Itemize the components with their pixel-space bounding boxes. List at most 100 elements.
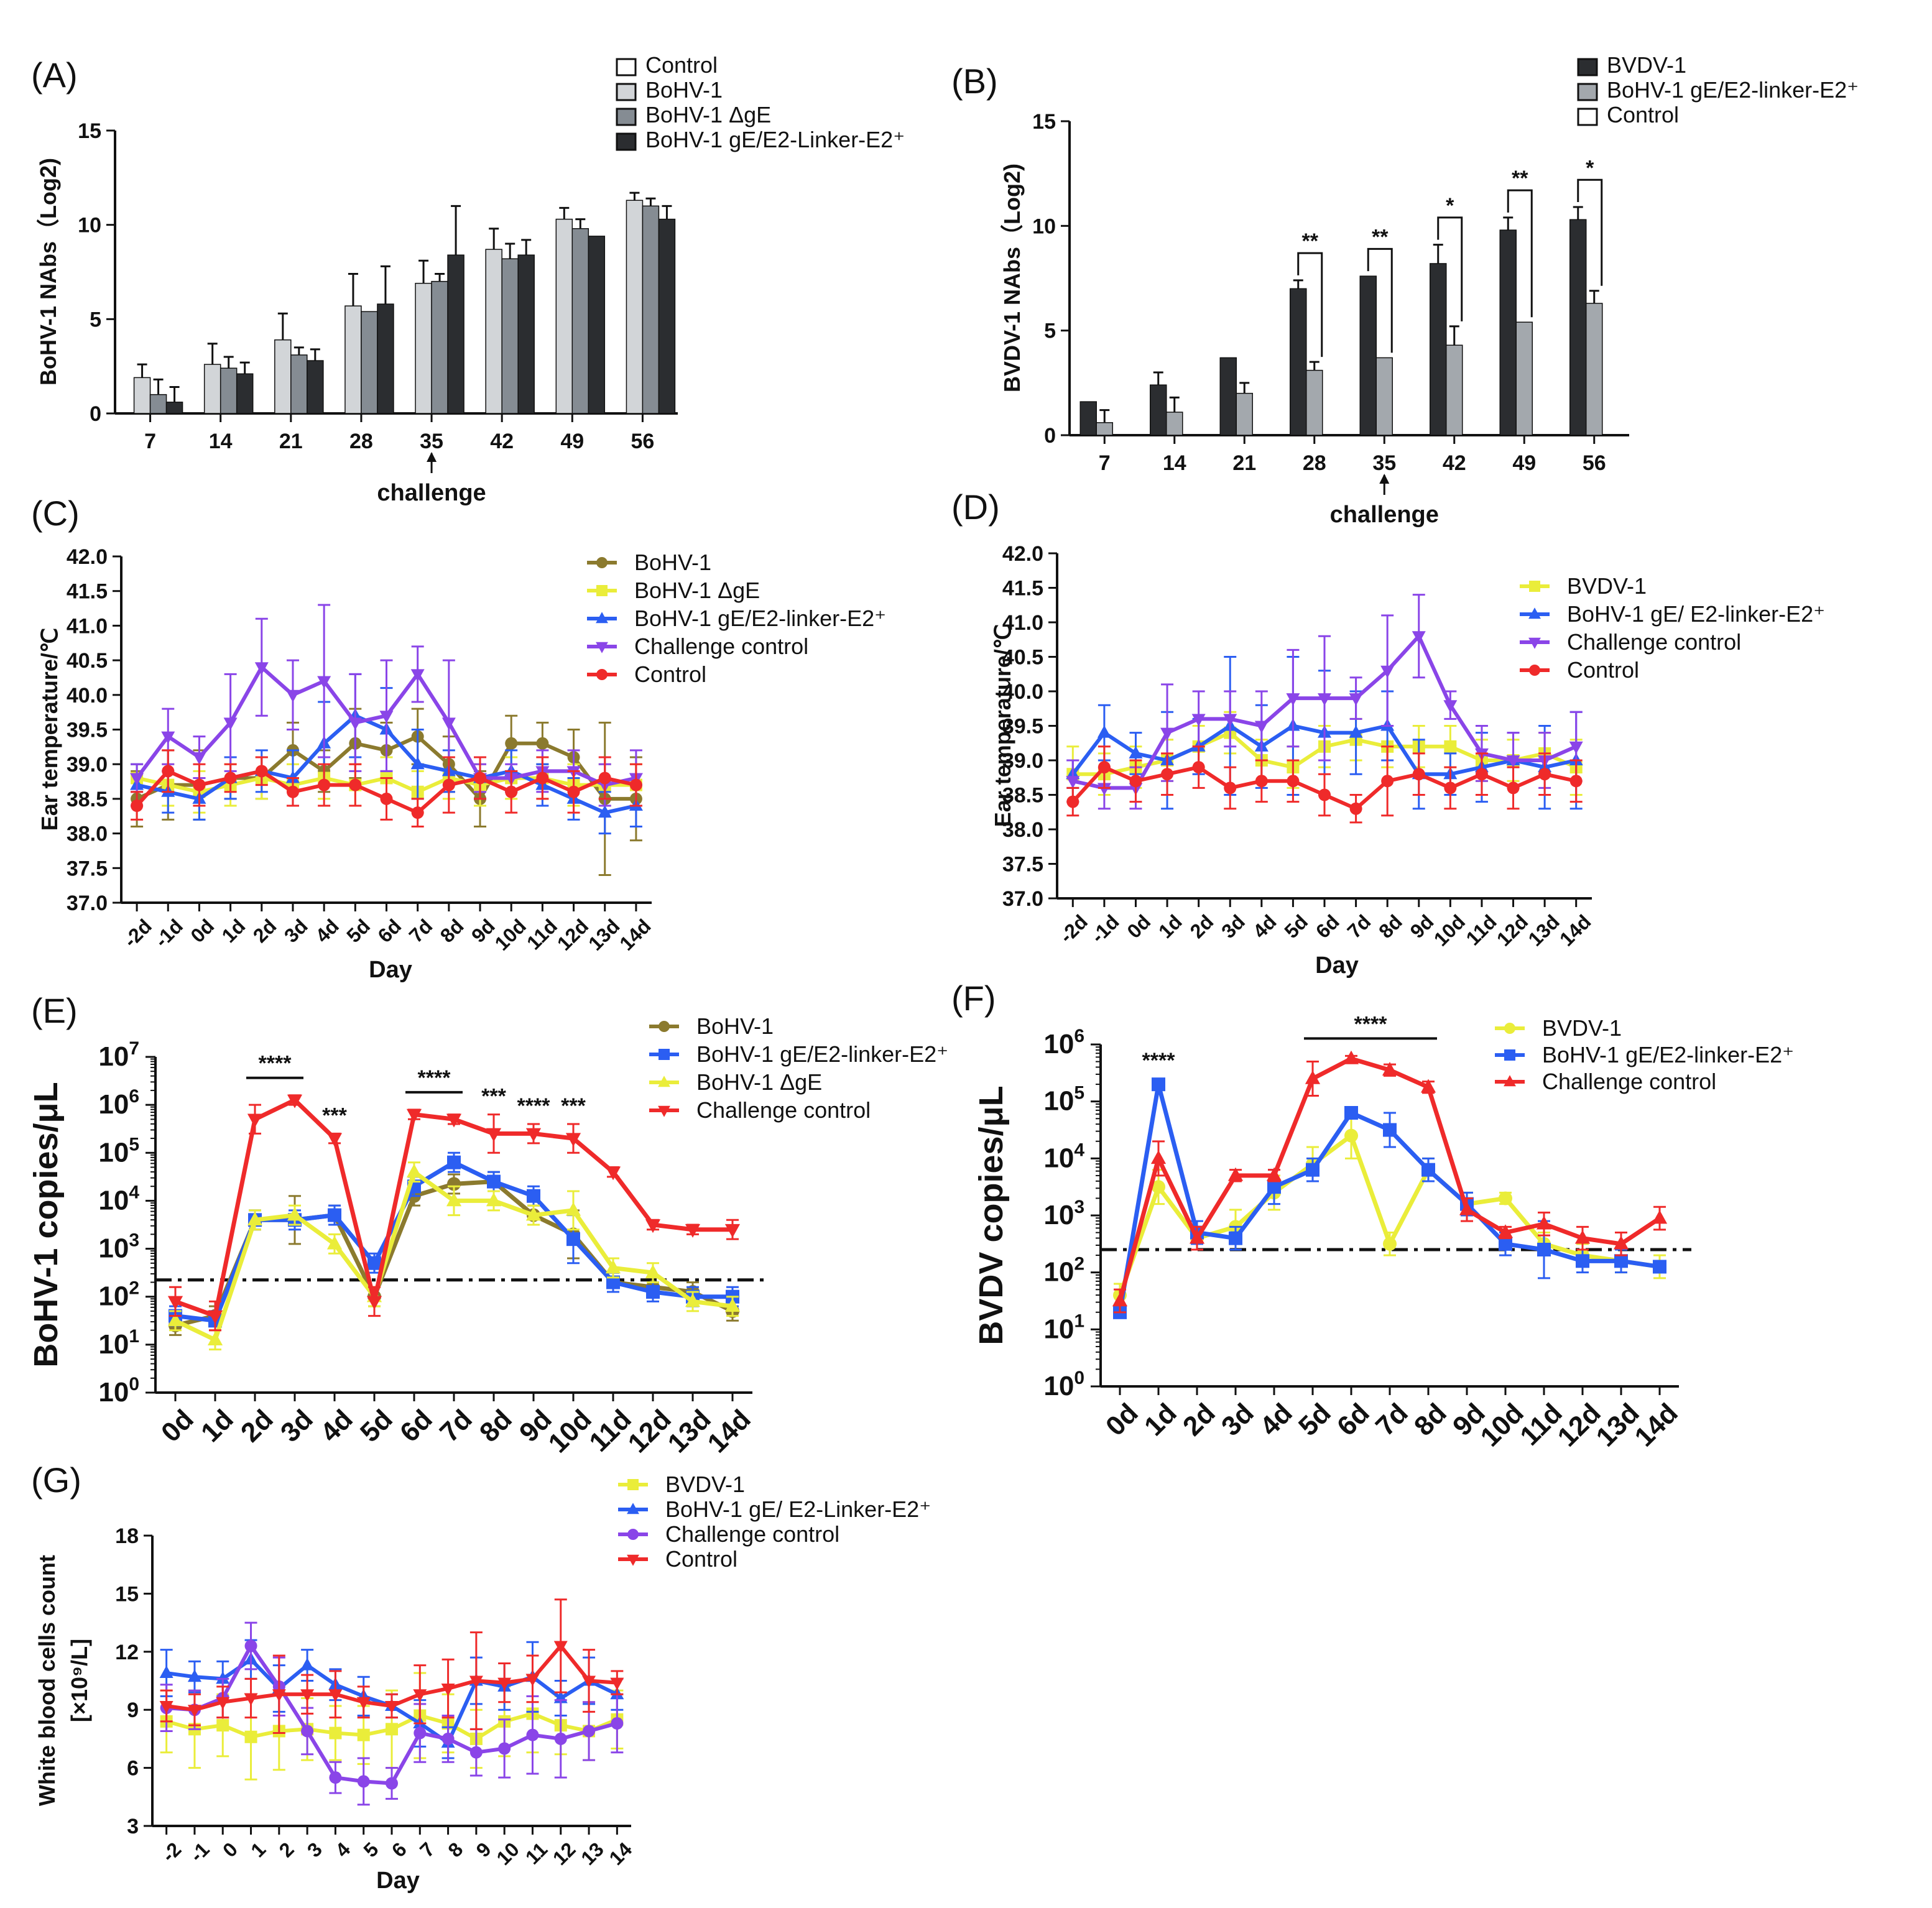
legend-label: BoHV-1 gE/E2-linker-E2⁺ bbox=[696, 1041, 948, 1067]
x-tick-label: 13d bbox=[1523, 910, 1563, 950]
x-tick-label: 35 bbox=[1372, 451, 1396, 475]
legend-label: BoHV-1 bbox=[634, 550, 711, 575]
data-point bbox=[469, 1746, 483, 1759]
panel-f-log-line-chart: (F)BVDV copies/μL1001011021031041051060d… bbox=[951, 979, 1794, 1452]
data-point bbox=[318, 778, 331, 791]
x-tick-label: 5d bbox=[1280, 910, 1312, 942]
data-point bbox=[1318, 788, 1331, 801]
data-point bbox=[1227, 1167, 1244, 1181]
x-tick-label: 3d bbox=[1217, 910, 1249, 942]
x-tick-label: 7 bbox=[1099, 451, 1111, 475]
legend-label: BVDV-1 bbox=[1607, 52, 1686, 78]
significance-stars: **** bbox=[259, 1052, 292, 1076]
x-tick-label: 7d bbox=[434, 1404, 478, 1448]
data-point bbox=[447, 1177, 461, 1191]
x-tick-label: 12d bbox=[1492, 910, 1532, 950]
y-tick-label: 40.0 bbox=[67, 684, 108, 707]
x-tick-label: 6d bbox=[1331, 1398, 1375, 1442]
bar bbox=[344, 305, 362, 414]
data-point bbox=[285, 689, 300, 703]
y-tick-exponent: 5 bbox=[1074, 1083, 1084, 1104]
data-point bbox=[527, 1189, 540, 1203]
y-tick-label: 37.0 bbox=[67, 892, 108, 915]
y-tick-exponent: 7 bbox=[129, 1038, 139, 1059]
data-point bbox=[525, 1128, 542, 1142]
y-tick-label: 105 bbox=[98, 1134, 139, 1168]
data-point bbox=[1475, 768, 1488, 781]
bar bbox=[501, 258, 519, 414]
data-point bbox=[207, 1310, 223, 1324]
significance-stars: **** bbox=[1354, 1012, 1388, 1036]
data-point bbox=[131, 800, 144, 813]
y-tick-label: 103 bbox=[1043, 1197, 1084, 1230]
x-tick-label: -1d bbox=[150, 915, 187, 951]
data-point bbox=[1443, 700, 1458, 713]
data-point bbox=[356, 1697, 371, 1710]
data-point bbox=[254, 662, 269, 675]
data-point bbox=[187, 1705, 201, 1718]
y-tick-label: 105 bbox=[1043, 1083, 1084, 1117]
bar bbox=[1236, 392, 1253, 436]
significance-bracket bbox=[1437, 216, 1463, 321]
y-tick-exponent: 4 bbox=[1074, 1140, 1084, 1160]
significance-stars: ** bbox=[1512, 167, 1528, 190]
data-point bbox=[193, 778, 206, 791]
data-point bbox=[328, 1208, 341, 1222]
data-point bbox=[1255, 775, 1268, 788]
significance-bracket bbox=[1367, 247, 1393, 353]
bar bbox=[588, 236, 606, 414]
x-tick-label: -2 bbox=[157, 1838, 186, 1866]
y-tick-label: 9 bbox=[127, 1698, 139, 1722]
data-point bbox=[1507, 781, 1520, 795]
data-point bbox=[1192, 761, 1205, 774]
data-point bbox=[216, 1697, 230, 1710]
y-tick-exponent: 6 bbox=[129, 1086, 139, 1107]
legend-label: Challenge control bbox=[696, 1097, 871, 1123]
y-tick-exponent: 1 bbox=[1074, 1311, 1084, 1331]
bar bbox=[1290, 288, 1307, 436]
data-point bbox=[1152, 1180, 1165, 1194]
x-tick-label: 11d bbox=[1462, 910, 1501, 949]
data-point bbox=[497, 1677, 512, 1690]
bar bbox=[1430, 263, 1447, 436]
data-point bbox=[469, 1675, 483, 1689]
data-point bbox=[386, 1723, 398, 1736]
y-tick-label: 5 bbox=[1044, 320, 1056, 343]
y-tick-label: 37.5 bbox=[67, 857, 108, 880]
data-point bbox=[244, 1639, 257, 1652]
x-tick-label: 2d bbox=[235, 1404, 279, 1448]
x-tick-label: 14d bbox=[1555, 910, 1595, 950]
y-axis-label: Ear temperature/℃ bbox=[990, 624, 1015, 827]
data-point bbox=[536, 737, 549, 750]
x-tick-label: 7d bbox=[405, 915, 437, 947]
y-tick-label: 39.5 bbox=[67, 719, 108, 742]
legend-marker bbox=[596, 612, 608, 624]
data-point bbox=[645, 1219, 661, 1233]
data-point bbox=[1383, 1123, 1397, 1137]
data-point bbox=[1191, 714, 1206, 727]
y-tick-exponent: 1 bbox=[129, 1326, 139, 1347]
legend-swatch bbox=[616, 132, 637, 151]
data-point bbox=[1569, 741, 1583, 754]
data-point bbox=[645, 1264, 661, 1278]
data-point bbox=[505, 737, 518, 750]
data-point bbox=[1287, 775, 1300, 788]
y-tick-label: 41.0 bbox=[1002, 611, 1043, 635]
bar bbox=[220, 367, 238, 414]
x-tick-label: 21 bbox=[1232, 451, 1256, 475]
legend-marker bbox=[627, 1554, 639, 1566]
data-point bbox=[1349, 693, 1363, 706]
data-point bbox=[474, 772, 487, 785]
y-tick-label: 40.0 bbox=[1002, 680, 1043, 704]
x-tick-label: 49 bbox=[1512, 451, 1536, 475]
significance-stars: *** bbox=[561, 1094, 586, 1118]
x-tick-label: 0d bbox=[1122, 910, 1155, 942]
y-tick-base: 10 bbox=[1043, 1086, 1074, 1117]
data-point bbox=[536, 772, 549, 785]
y-axis-label: BoHV-1 NAbs（Log2) bbox=[35, 158, 61, 385]
data-point bbox=[287, 1094, 303, 1108]
y-tick-base: 10 bbox=[98, 1329, 129, 1360]
data-point bbox=[1344, 1106, 1358, 1120]
y-axis-label-unit: [×10⁹/L] bbox=[67, 1639, 92, 1722]
